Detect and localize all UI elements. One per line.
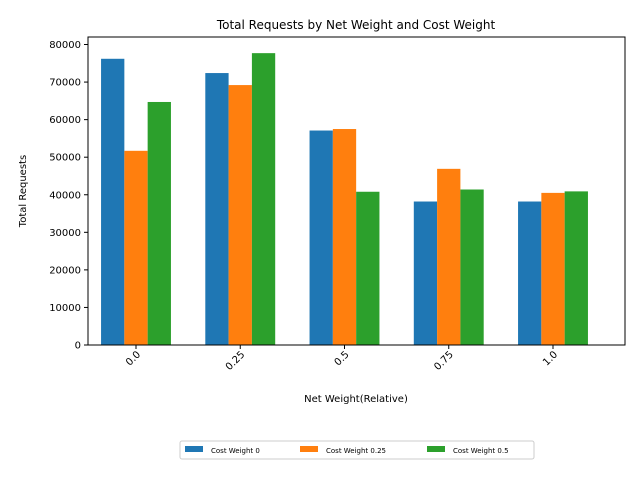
y-axis: 0 10000 20000 30000 40000 50000 60000 70000 8000… [49,40,88,352]
bar-series-1-0.5 [309,130,333,345]
x-tick-label: 0.25 [224,349,248,373]
y-tick-label: 0 [75,341,81,352]
x-tick-label: 0.0 [124,349,143,368]
legend-frame [179,440,535,460]
bar-series-2-0.75 [437,168,461,345]
bar-series-3-0.5 [356,191,380,345]
legend-swatch [300,446,318,452]
y-axis-label: Total Requests [18,155,29,228]
legend-swatch [185,446,203,452]
y-tick-label: 10000 [49,303,81,314]
bar-series-1-0.25 [205,73,229,345]
bar-series-2-0.25 [228,85,252,345]
legend: Cost Weight 0 Cost Weight 0.25 Cost Weight… [179,440,535,460]
x-axis-label: Net Weight(Relative) [304,394,408,405]
legend-label: Cost Weight 0.5 [453,447,509,455]
bar-series-2-1.0 [541,192,565,345]
bar-series-2-0.0 [124,150,148,345]
y-tick-label: 80000 [49,40,81,51]
bar-series-3-0.0 [147,101,171,345]
legend-label: Cost Weight 0 [211,447,260,455]
bar-series-2-0.5 [332,129,357,345]
y-tick-label: 30000 [49,228,81,239]
y-tick-label: 50000 [49,153,81,164]
x-tick-label: 0.5 [333,349,352,368]
x-axis: 0.0 0.25 0.5 0.75 1.0 [124,345,560,373]
x-tick-label: 1.0 [541,349,560,368]
y-tick-label: 40000 [49,190,81,201]
chart-title: Total Requests by Net Weight and Cost We… [216,18,496,32]
bar-series-1-0.0 [101,58,125,345]
legend-swatch [427,446,445,452]
legend-label: Cost Weight 0.25 [326,447,386,455]
bar-series-3-1.0 [564,191,588,345]
bar-series-1-0.75 [413,201,438,345]
bar-series-1-1.0 [518,201,542,345]
bars-layer [101,53,588,346]
y-tick-label: 60000 [49,115,81,126]
x-tick-label: 0.75 [432,349,456,373]
y-tick-label: 20000 [49,265,81,276]
bar-series-3-0.75 [460,189,484,345]
bar-series-3-0.25 [251,53,276,346]
y-tick-label: 70000 [49,78,81,89]
plot-frame [87,36,626,346]
